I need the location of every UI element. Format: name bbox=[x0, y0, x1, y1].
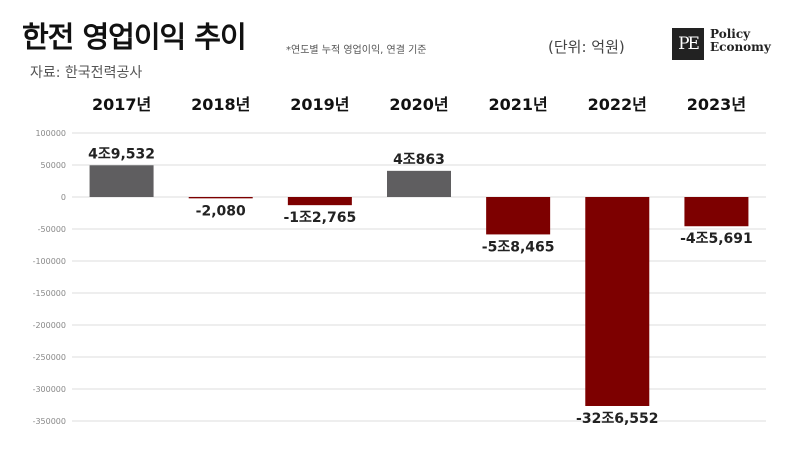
category-label: 2023년 bbox=[687, 95, 746, 114]
y-tick-label: -350000 bbox=[33, 417, 66, 426]
y-tick-label: 100000 bbox=[35, 129, 66, 138]
logo-mark: PE bbox=[672, 28, 704, 60]
category-label: 2019년 bbox=[290, 95, 349, 114]
chart-title: 한전 영업이익 추이 bbox=[22, 20, 247, 54]
data-label: -4조5,691 bbox=[680, 231, 753, 247]
unit-label: (단위: 억원) bbox=[548, 38, 625, 56]
y-tick-label: -250000 bbox=[33, 353, 66, 362]
bar bbox=[188, 197, 253, 199]
bar bbox=[387, 170, 451, 197]
y-tick-label: -100000 bbox=[33, 257, 66, 266]
y-tick-label: -300000 bbox=[33, 385, 66, 394]
data-label: -1조2,765 bbox=[283, 210, 356, 226]
y-tick-label: -50000 bbox=[38, 225, 66, 234]
data-label: -5조8,465 bbox=[482, 239, 555, 255]
chart-subtitle: *연도별 누적 영업이익, 연결 기준 bbox=[286, 45, 427, 56]
source-note: 자료: 한국전력공사 bbox=[30, 65, 143, 81]
bar bbox=[89, 165, 154, 197]
y-tick-label: 0 bbox=[61, 193, 66, 202]
category-label: 2017년 bbox=[92, 95, 151, 114]
category-label: 2018년 bbox=[191, 95, 250, 114]
logo-line2: Economy bbox=[710, 40, 771, 54]
policy-economy-logo: PE Policy Economy bbox=[668, 24, 778, 64]
bar bbox=[684, 197, 749, 227]
data-label: -32조6,552 bbox=[576, 411, 658, 427]
data-label: 4조863 bbox=[393, 152, 445, 168]
data-label: 4조9,532 bbox=[88, 146, 155, 162]
data-label: -2,080 bbox=[196, 203, 246, 219]
y-tick-label: -150000 bbox=[33, 289, 66, 298]
category-label: 2022년 bbox=[588, 95, 647, 114]
logo-text: Policy Economy bbox=[710, 28, 771, 54]
bar bbox=[486, 197, 551, 235]
y-tick-label: -200000 bbox=[33, 321, 66, 330]
y-tick-label: 50000 bbox=[41, 161, 66, 170]
bar bbox=[287, 197, 352, 206]
bar bbox=[585, 197, 650, 406]
category-label: 2021년 bbox=[489, 95, 548, 114]
category-label: 2020년 bbox=[389, 95, 448, 114]
logo-line1: Policy bbox=[710, 27, 751, 41]
